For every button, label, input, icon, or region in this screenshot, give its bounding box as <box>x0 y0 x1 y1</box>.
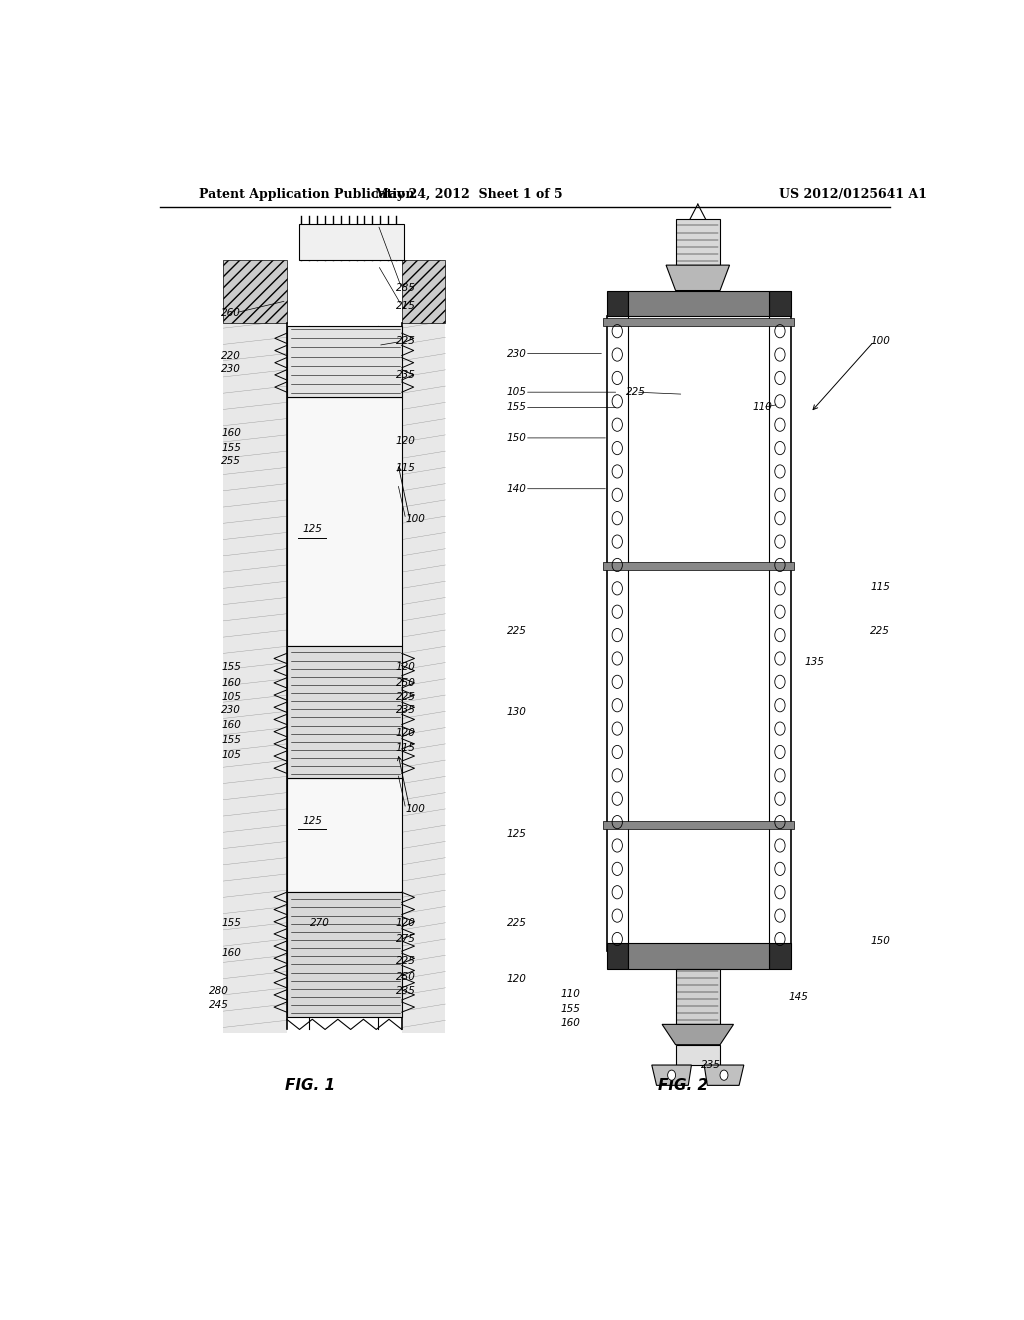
Text: 120: 120 <box>396 727 416 738</box>
Polygon shape <box>287 647 401 779</box>
Polygon shape <box>663 1024 733 1044</box>
Polygon shape <box>651 1065 691 1085</box>
Polygon shape <box>287 326 401 397</box>
Polygon shape <box>705 1065 743 1085</box>
Text: 230: 230 <box>507 348 526 359</box>
Polygon shape <box>287 397 401 647</box>
Polygon shape <box>769 290 791 315</box>
Text: 160: 160 <box>221 719 241 730</box>
Circle shape <box>668 1071 676 1080</box>
Text: US 2012/0125641 A1: US 2012/0125641 A1 <box>778 189 927 202</box>
Text: 125: 125 <box>302 816 323 826</box>
Text: 260: 260 <box>221 308 241 318</box>
Text: 230: 230 <box>221 364 241 374</box>
Polygon shape <box>401 260 445 323</box>
Text: 275: 275 <box>396 935 416 944</box>
Text: 135: 135 <box>805 656 824 667</box>
Text: 120: 120 <box>396 661 416 672</box>
Polygon shape <box>676 969 720 1024</box>
Polygon shape <box>676 219 720 265</box>
Text: 150: 150 <box>870 936 890 946</box>
Polygon shape <box>606 290 628 315</box>
Text: 155: 155 <box>221 917 241 928</box>
Text: 280: 280 <box>209 986 229 995</box>
Text: 120: 120 <box>396 436 416 446</box>
Text: 120: 120 <box>507 974 526 983</box>
Circle shape <box>720 1071 728 1080</box>
Text: 125: 125 <box>302 524 323 535</box>
Polygon shape <box>603 562 794 570</box>
Polygon shape <box>401 323 445 1032</box>
Polygon shape <box>676 1044 720 1065</box>
Text: 100: 100 <box>406 515 425 524</box>
Polygon shape <box>769 942 791 969</box>
Text: 105: 105 <box>221 692 241 702</box>
Text: 160: 160 <box>221 678 241 688</box>
Text: 125: 125 <box>507 829 526 840</box>
Text: 155: 155 <box>221 661 241 672</box>
Text: 255: 255 <box>221 457 241 466</box>
Text: 250: 250 <box>396 972 416 982</box>
Text: 100: 100 <box>406 804 425 814</box>
Polygon shape <box>299 224 404 260</box>
Text: 225: 225 <box>626 387 646 397</box>
Text: May 24, 2012  Sheet 1 of 5: May 24, 2012 Sheet 1 of 5 <box>376 189 563 202</box>
Text: FIG. 1: FIG. 1 <box>286 1078 336 1093</box>
Text: 225: 225 <box>396 692 416 702</box>
Text: 235: 235 <box>396 986 416 995</box>
Text: 225: 225 <box>870 626 890 636</box>
Text: 215: 215 <box>396 301 416 310</box>
Polygon shape <box>223 323 287 1032</box>
Text: 105: 105 <box>221 750 241 760</box>
Text: FIG. 2: FIG. 2 <box>658 1078 709 1093</box>
Text: 235: 235 <box>396 705 416 715</box>
Text: 150: 150 <box>507 433 526 444</box>
Polygon shape <box>606 942 628 969</box>
Polygon shape <box>628 942 769 969</box>
Text: 250: 250 <box>396 678 416 688</box>
Text: 245: 245 <box>209 1001 229 1010</box>
Text: 140: 140 <box>507 483 526 494</box>
Polygon shape <box>603 318 794 326</box>
Text: 225: 225 <box>507 917 526 928</box>
Text: 130: 130 <box>507 708 526 717</box>
Polygon shape <box>603 821 794 829</box>
Text: 110: 110 <box>561 989 581 999</box>
Text: 225: 225 <box>396 337 416 346</box>
Polygon shape <box>223 260 287 323</box>
Text: 100: 100 <box>870 337 890 346</box>
Text: 145: 145 <box>788 991 809 1002</box>
Text: 155: 155 <box>221 444 241 453</box>
Text: 230: 230 <box>221 705 241 715</box>
Text: 225: 225 <box>396 957 416 966</box>
Text: Patent Application Publication: Patent Application Publication <box>200 189 415 202</box>
Text: 110: 110 <box>753 403 773 412</box>
Text: 285: 285 <box>396 284 416 293</box>
Text: 225: 225 <box>507 626 526 636</box>
Polygon shape <box>287 892 401 1018</box>
Text: 155: 155 <box>561 1005 581 1014</box>
Text: 115: 115 <box>870 582 890 593</box>
Text: 220: 220 <box>221 351 241 360</box>
Text: 160: 160 <box>561 1018 581 1028</box>
Text: 235: 235 <box>396 370 416 380</box>
Polygon shape <box>287 779 401 892</box>
Text: 160: 160 <box>221 428 241 438</box>
Text: 115: 115 <box>396 463 416 474</box>
Text: 105: 105 <box>507 387 526 397</box>
Text: 270: 270 <box>310 917 330 928</box>
Text: 155: 155 <box>507 403 526 412</box>
Polygon shape <box>666 265 729 290</box>
Text: 160: 160 <box>221 948 241 958</box>
Polygon shape <box>628 290 769 315</box>
Text: 235: 235 <box>701 1060 721 1071</box>
Text: 120: 120 <box>396 917 416 928</box>
Text: 155: 155 <box>221 735 241 744</box>
Text: 115: 115 <box>396 743 416 752</box>
